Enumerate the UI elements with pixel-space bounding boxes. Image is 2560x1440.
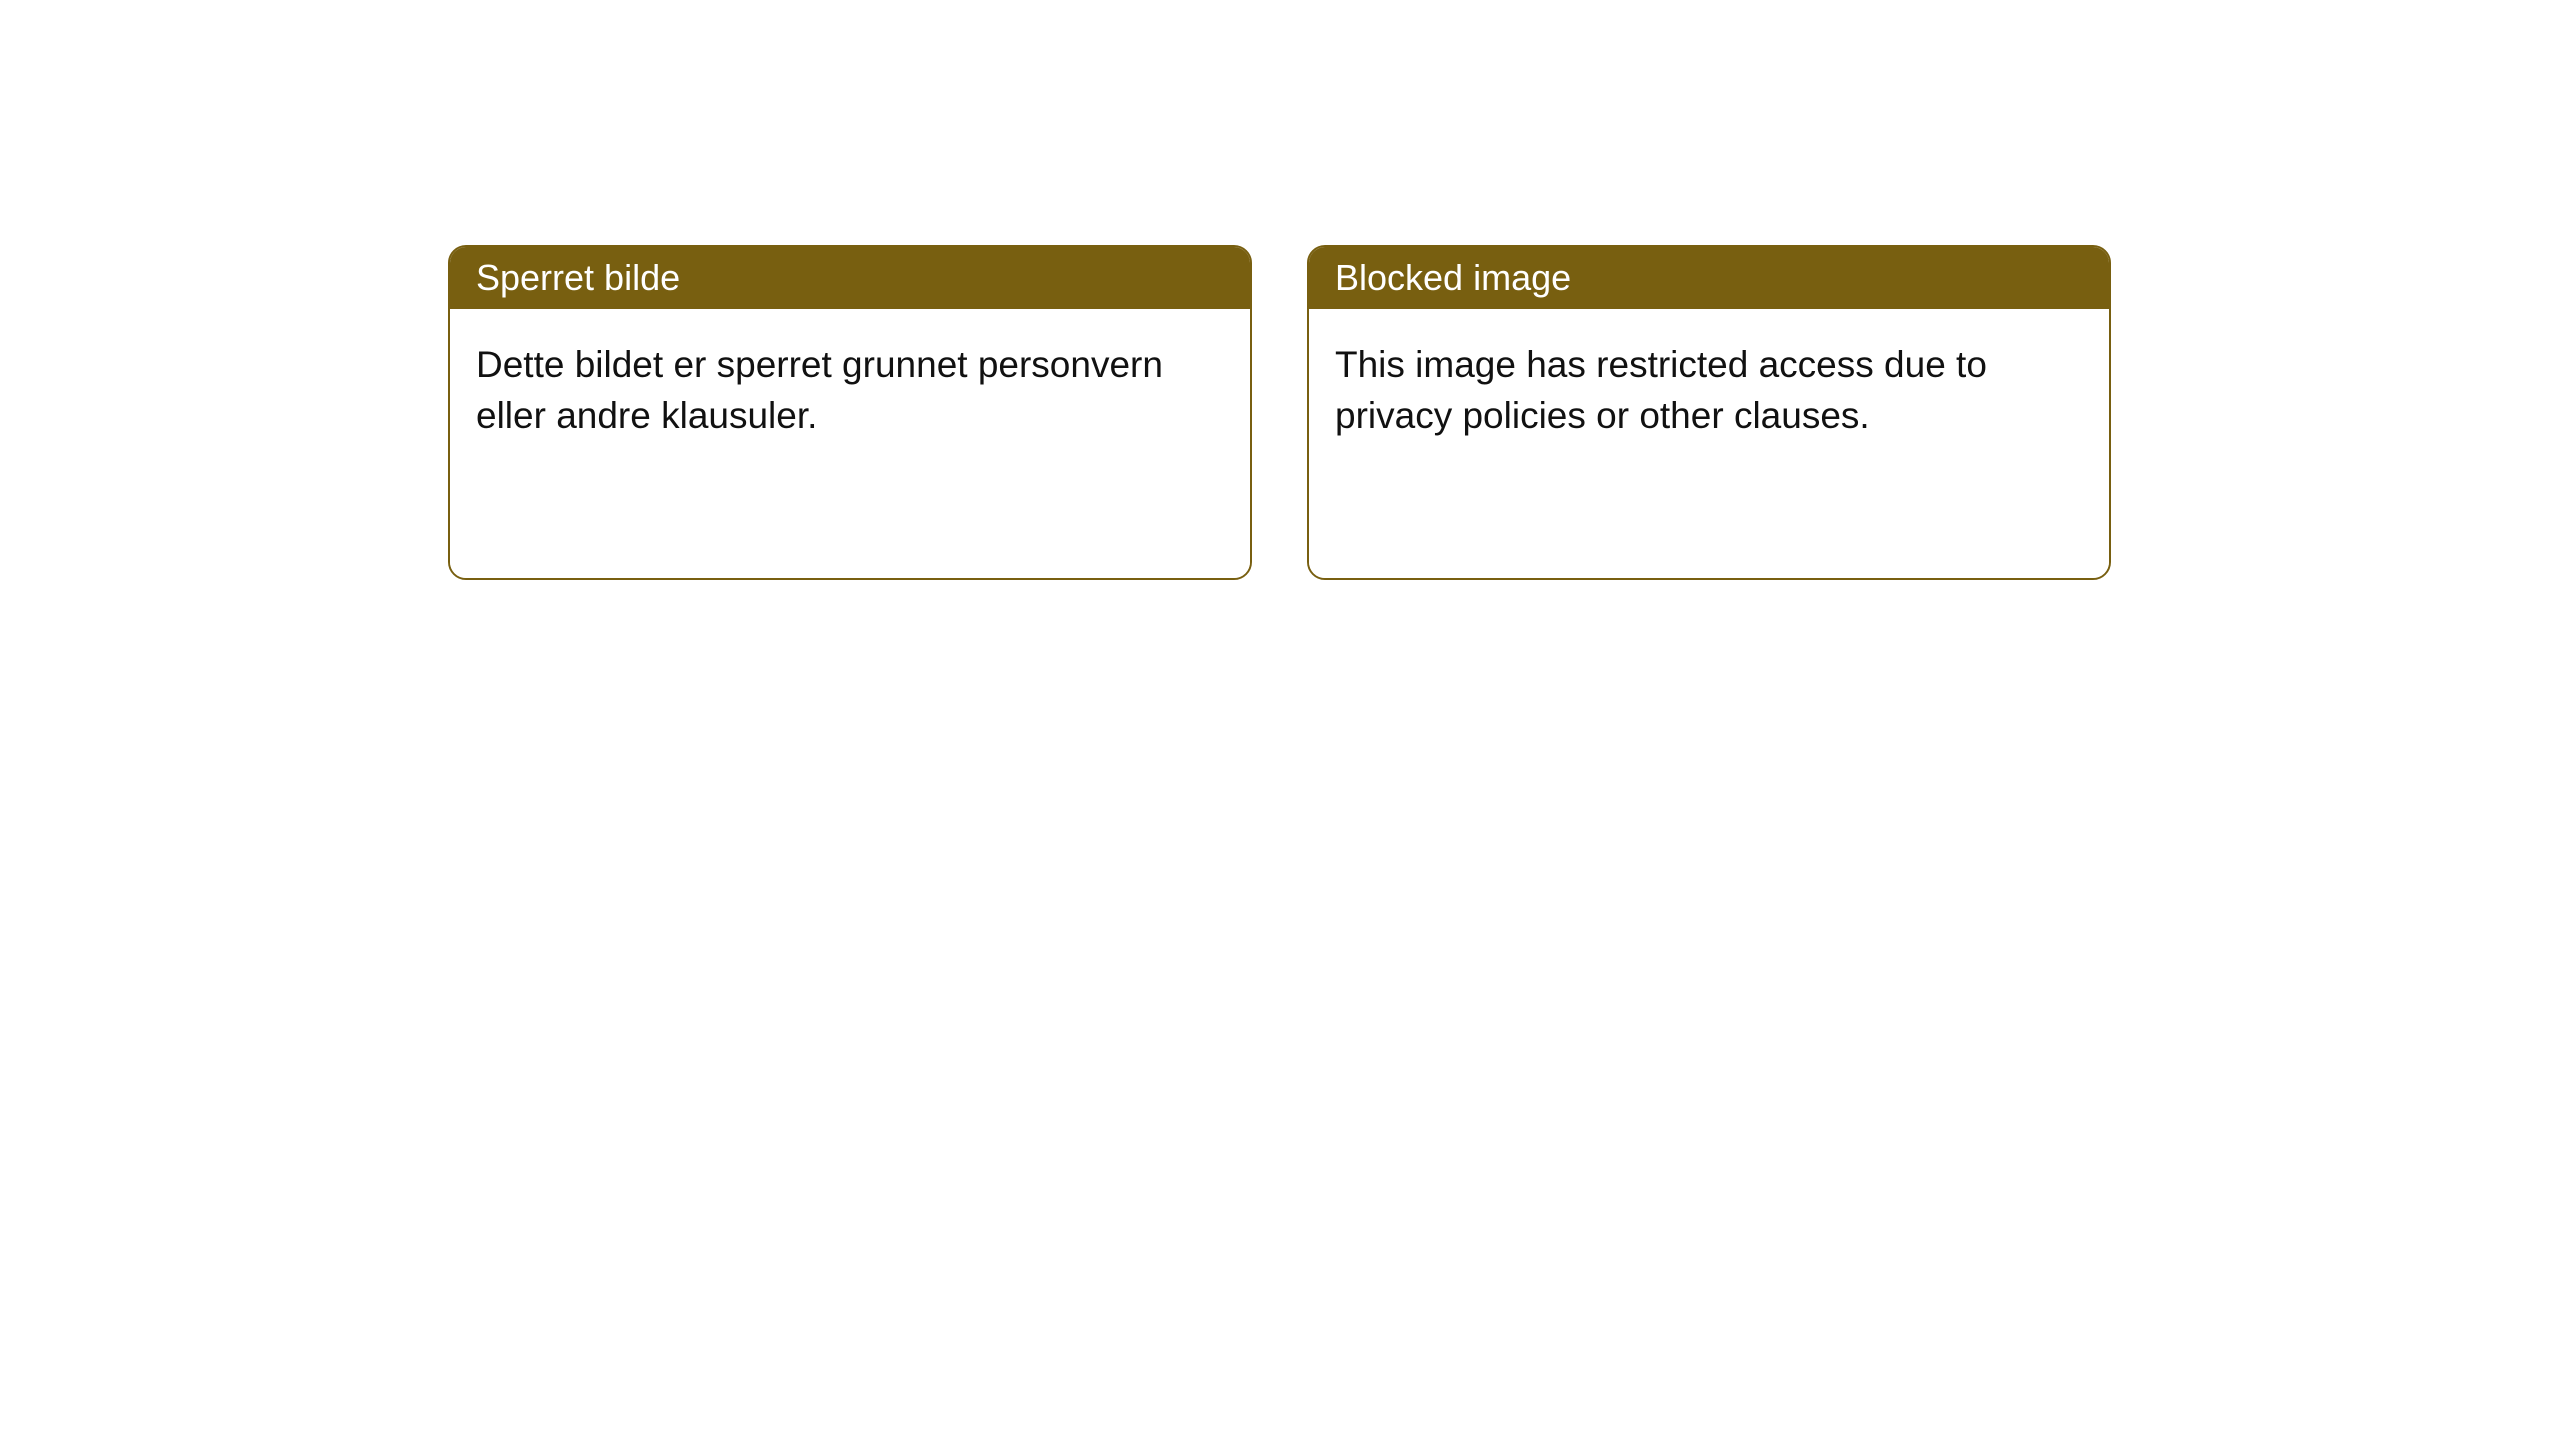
notice-card-text: This image has restricted access due to …: [1335, 344, 1987, 436]
notice-card-body: Dette bildet er sperret grunnet personve…: [450, 309, 1250, 578]
notice-card-header: Blocked image: [1309, 247, 2109, 309]
notice-card-body: This image has restricted access due to …: [1309, 309, 2109, 578]
notice-card-norwegian: Sperret bilde Dette bildet er sperret gr…: [448, 245, 1252, 580]
notice-card-text: Dette bildet er sperret grunnet personve…: [476, 344, 1163, 436]
notice-card-title: Sperret bilde: [476, 257, 680, 298]
notice-card-header: Sperret bilde: [450, 247, 1250, 309]
notice-card-english: Blocked image This image has restricted …: [1307, 245, 2111, 580]
notice-card-title: Blocked image: [1335, 257, 1571, 298]
notice-cards-row: Sperret bilde Dette bildet er sperret gr…: [0, 0, 2560, 580]
